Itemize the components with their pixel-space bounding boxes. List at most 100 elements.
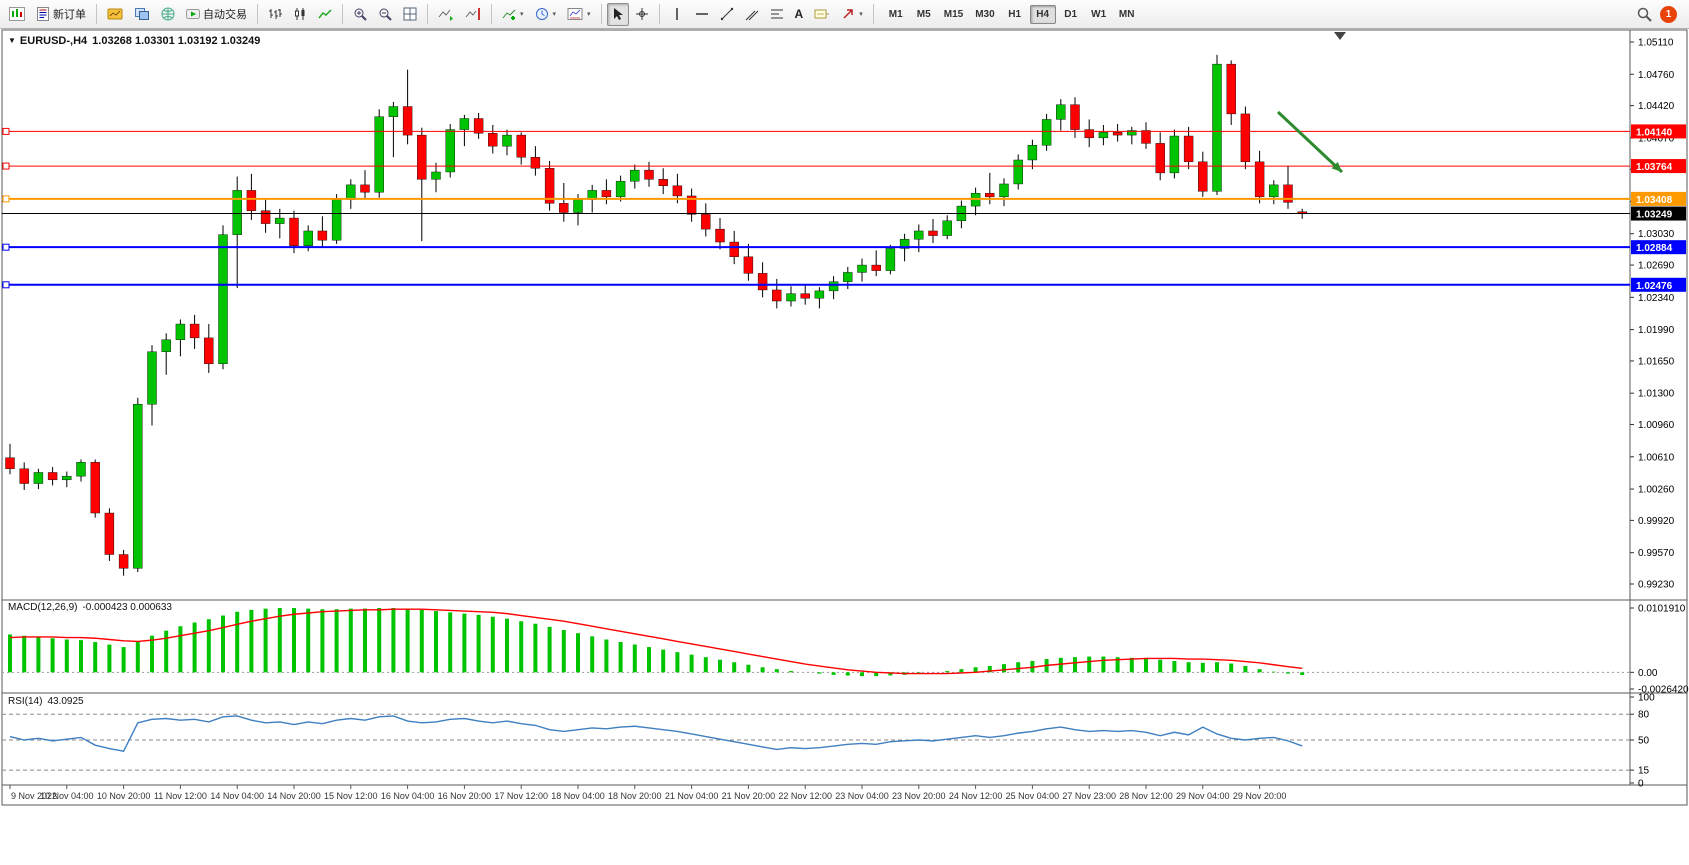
- toolbar-separator: [872, 4, 874, 24]
- svg-text:21 Nov 04:00: 21 Nov 04:00: [665, 791, 719, 801]
- periods-button[interactable]: ▾: [530, 3, 562, 26]
- toolbar-separator: [658, 4, 660, 24]
- chevron-down-icon: ▾: [552, 11, 557, 18]
- svg-text:1.04760: 1.04760: [1638, 70, 1675, 81]
- toolbar-separator: [96, 4, 97, 24]
- zoom-in-button[interactable]: [348, 3, 372, 26]
- svg-text:0: 0: [1638, 779, 1644, 790]
- new-chart-button[interactable]: [4, 3, 30, 26]
- svg-text:100: 100: [1638, 693, 1655, 704]
- templates-button[interactable]: ▾: [562, 3, 596, 26]
- template-icon: [567, 7, 583, 21]
- svg-text:1.04140: 1.04140: [1636, 127, 1673, 138]
- svg-text:29 Nov 04:00: 29 Nov 04:00: [1176, 791, 1230, 801]
- timeframe-button-d1[interactable]: D1: [1064, 8, 1078, 20]
- new-order-button[interactable]: 新订单: [31, 3, 91, 26]
- svg-text:29 Nov 20:00: 29 Nov 20:00: [1233, 791, 1287, 801]
- svg-text:18 Nov 04:00: 18 Nov 04:00: [551, 791, 605, 801]
- svg-text:18 Nov 20:00: 18 Nov 20:00: [608, 791, 662, 801]
- autotrading-icon: [186, 7, 200, 21]
- svg-text:23 Nov 20:00: 23 Nov 20:00: [892, 791, 946, 801]
- svg-text:24 Nov 12:00: 24 Nov 12:00: [949, 791, 1003, 801]
- bar-chart-button[interactable]: [263, 3, 287, 26]
- candlestick-chart-button[interactable]: [288, 3, 312, 26]
- toolbar: 新订单 自动交易: [0, 0, 1689, 29]
- svg-text:1.00610: 1.00610: [1638, 452, 1675, 463]
- svg-text:1.04070: 1.04070: [1638, 133, 1675, 144]
- svg-text:27 Nov 23:00: 27 Nov 23:00: [1062, 791, 1116, 801]
- notification-badge[interactable]: 1: [1660, 5, 1677, 23]
- horizontal-line-button[interactable]: [690, 3, 714, 26]
- tile-windows-button[interactable]: [398, 3, 422, 26]
- svg-text:1.02884: 1.02884: [1636, 243, 1673, 254]
- crosshair-button[interactable]: [630, 3, 654, 26]
- horizontal-line-icon: [695, 7, 709, 21]
- auto-scroll-icon: [438, 7, 454, 21]
- trendline-button[interactable]: [715, 3, 739, 26]
- search-icon[interactable]: [1637, 7, 1652, 22]
- fibonacci-button[interactable]: [765, 3, 789, 26]
- channel-icon: [745, 7, 759, 21]
- crosshair-icon: [635, 7, 649, 21]
- profiles-button[interactable]: [129, 3, 155, 26]
- macd-indicator-label: MACD(12,26,9) -0.000423 0.000633: [8, 602, 172, 613]
- svg-text:1.03249: 1.03249: [1636, 210, 1673, 221]
- community-button[interactable]: [156, 3, 180, 26]
- svg-text:15: 15: [1638, 766, 1650, 777]
- timeframe-button-m30[interactable]: M30: [975, 8, 995, 20]
- autotrading-label: 自动交易: [203, 9, 247, 21]
- svg-text:1.03030: 1.03030: [1638, 229, 1675, 240]
- toolbar-separator: [491, 4, 492, 24]
- chart-ohlc-values: 1.03268 1.03301 1.03192 1.03249: [92, 35, 261, 47]
- zoom-out-button[interactable]: [373, 3, 397, 26]
- svg-text:1.03408: 1.03408: [1636, 195, 1673, 206]
- svg-text:25 Nov 04:00: 25 Nov 04:00: [1006, 791, 1060, 801]
- indicators-icon: [502, 7, 516, 21]
- zoom-out-icon: [378, 7, 392, 21]
- svg-text:1.00260: 1.00260: [1638, 485, 1675, 496]
- clock-icon: [535, 7, 549, 21]
- svg-text:1.04420: 1.04420: [1638, 101, 1675, 112]
- timeframe-button-h1[interactable]: H1: [1008, 8, 1022, 20]
- chart-shift-button[interactable]: [460, 3, 486, 26]
- svg-text:28 Nov 12:00: 28 Nov 12:00: [1119, 791, 1173, 801]
- tile-windows-icon: [403, 7, 417, 21]
- charts-icon: [107, 7, 123, 21]
- line-chart-button[interactable]: [313, 3, 337, 26]
- toolbar-separator: [342, 4, 343, 24]
- timeframe-button-m15[interactable]: M15: [943, 8, 964, 20]
- timeframe-button-m5[interactable]: M5: [916, 8, 931, 20]
- svg-text:0.99230: 0.99230: [1638, 580, 1675, 591]
- arrows-button[interactable]: ▾: [836, 3, 868, 26]
- svg-text:1.01650: 1.01650: [1638, 356, 1675, 367]
- autotrading-button[interactable]: 自动交易: [181, 3, 252, 26]
- cursor-button[interactable]: [606, 2, 629, 26]
- text-button[interactable]: A: [790, 3, 809, 26]
- svg-text:16 Nov 20:00: 16 Nov 20:00: [438, 791, 492, 801]
- chart-shift-icon: [465, 7, 481, 21]
- auto-scroll-button[interactable]: [433, 3, 459, 26]
- svg-text:1.02340: 1.02340: [1638, 293, 1675, 304]
- indicators-button[interactable]: ▾: [497, 3, 529, 26]
- svg-text:22 Nov 12:00: 22 Nov 12:00: [778, 791, 832, 801]
- chart-symbol-period: EURUSD-,H4: [19, 35, 88, 47]
- vertical-line-icon: [670, 7, 684, 21]
- vertical-line-button[interactable]: [665, 3, 689, 26]
- svg-text:23 Nov 04:00: 23 Nov 04:00: [835, 791, 889, 801]
- rsi-name: RSI(14): [8, 696, 43, 707]
- bar-chart-icon: [268, 7, 282, 21]
- macd-values: -0.000423 0.000633: [82, 602, 172, 613]
- timeframe-button-mn[interactable]: MN: [1118, 8, 1135, 20]
- chevron-down-icon: ▾: [587, 11, 591, 18]
- new-order-icon: [36, 7, 50, 21]
- chart-collapse-icon[interactable]: ▼: [8, 36, 16, 45]
- timeframe-button-m1[interactable]: M1: [888, 8, 903, 20]
- charts-button[interactable]: [102, 3, 128, 26]
- channel-button[interactable]: [740, 3, 764, 26]
- timeframe-button-h4[interactable]: H4: [1029, 4, 1056, 24]
- timeframe-button-w1[interactable]: W1: [1091, 8, 1107, 20]
- text-label-button[interactable]: [809, 3, 835, 26]
- svg-text:0.99920: 0.99920: [1638, 516, 1675, 527]
